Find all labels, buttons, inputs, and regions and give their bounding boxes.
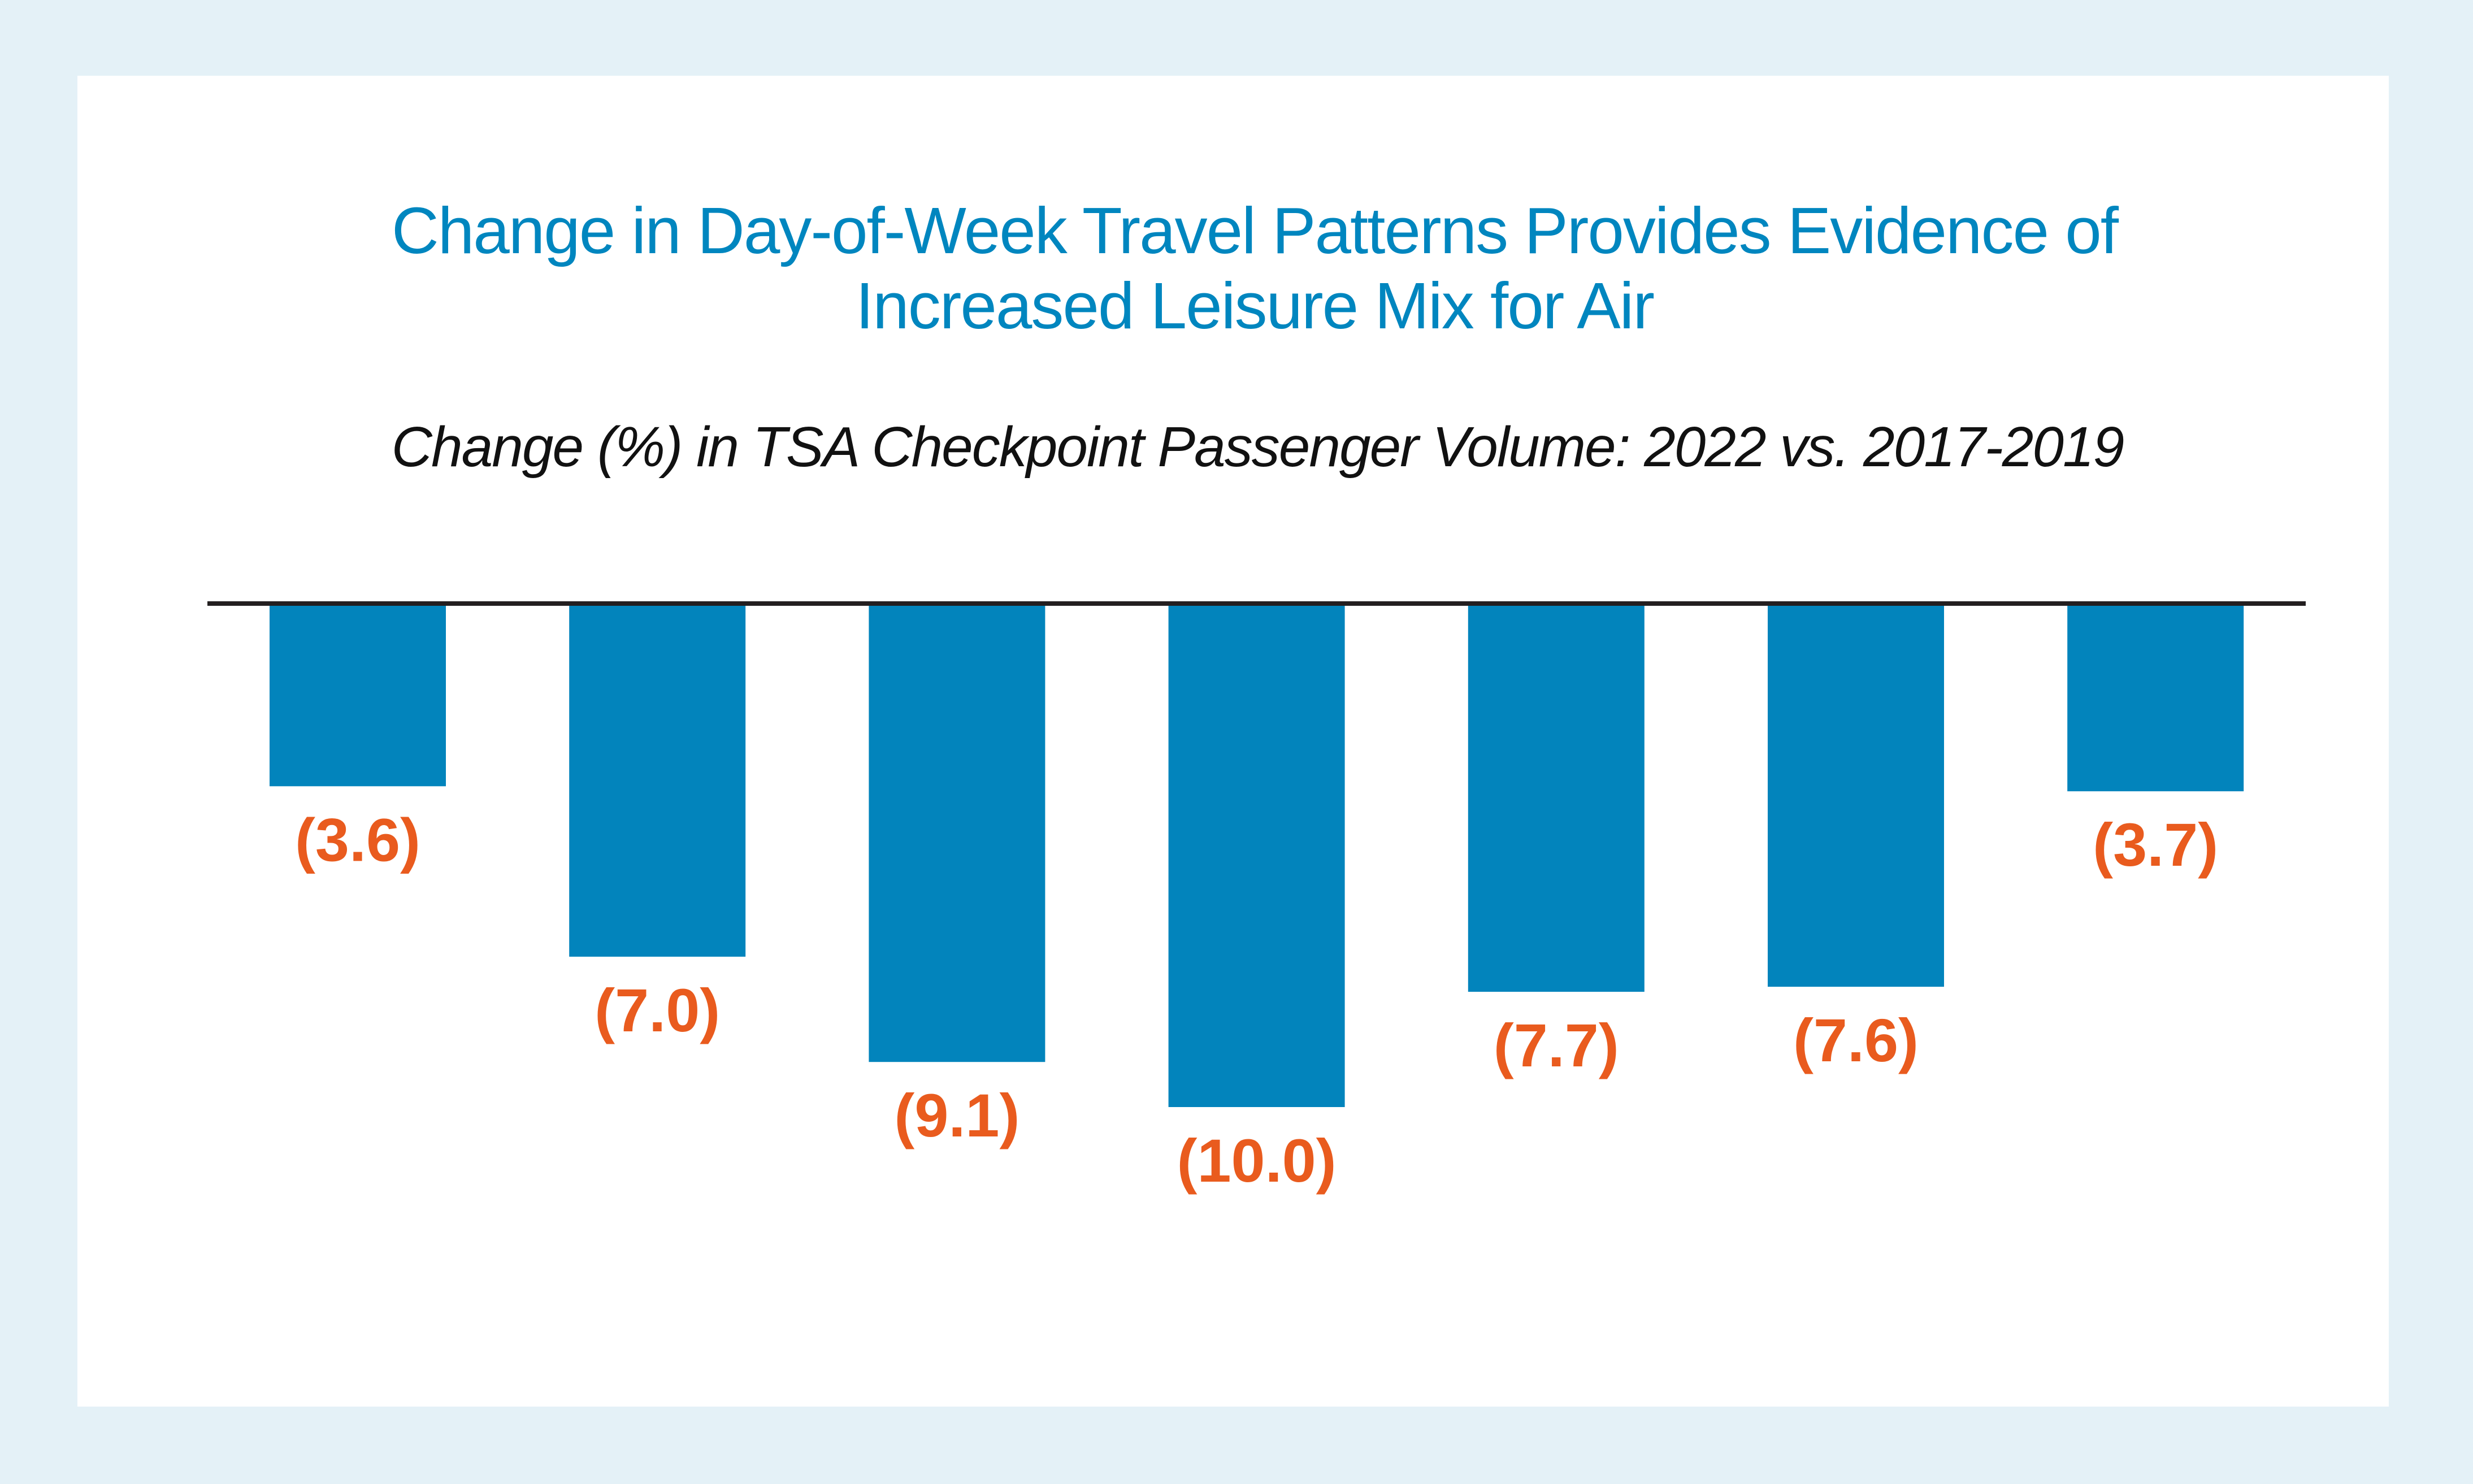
- bar-6: [1768, 606, 1944, 987]
- chart-subtitle: Change (%) in TSA Checkpoint Passenger V…: [391, 415, 2124, 479]
- data-label-5: (7.7): [1494, 1011, 1619, 1079]
- bar-3: [869, 606, 1045, 1062]
- data-label-4: (10.0): [1177, 1126, 1337, 1195]
- bar-4: [1168, 606, 1345, 1107]
- chart-title-line-2: Increased Leisure Mix for Air: [856, 269, 1655, 342]
- data-label-7: (3.7): [2093, 810, 2218, 879]
- data-label-1: (3.6): [295, 805, 420, 874]
- bar-7: [2067, 606, 2244, 792]
- bar-1: [270, 606, 446, 787]
- bar-5: [1468, 606, 1645, 992]
- bar-2: [569, 606, 746, 957]
- chart-title: Change in Day-of-Week Travel Patterns Pr…: [294, 193, 2215, 344]
- data-label-2: (7.0): [595, 976, 720, 1044]
- chart-title-line-1: Change in Day-of-Week Travel Patterns Pr…: [391, 194, 2119, 267]
- bars-group: [270, 606, 2244, 1107]
- data-label-3: (9.1): [894, 1081, 1019, 1149]
- chart-card: Change in Day-of-Week Travel Patterns Pr…: [77, 76, 2389, 1407]
- data-label-6: (7.6): [1793, 1006, 1919, 1074]
- labels-group: (3.6) (7.0) (9.1) (10.0) (7.7) (7.6) (3.7): [295, 805, 2218, 1195]
